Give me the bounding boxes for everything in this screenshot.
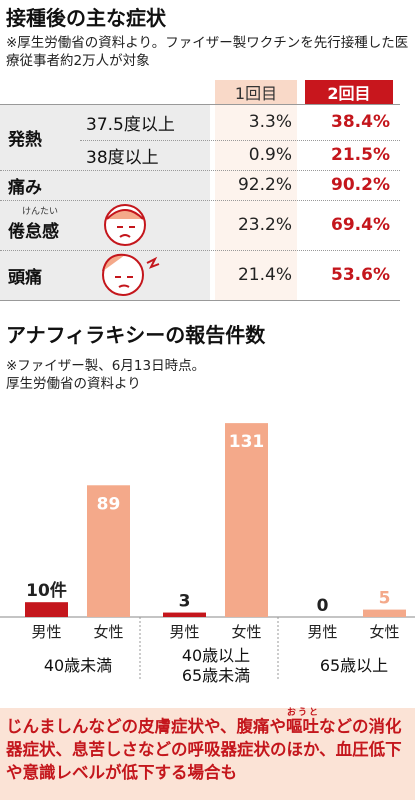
group-label: 65歳未満 [182, 666, 250, 685]
x-tick-label: 男性 [31, 623, 61, 641]
row-sep [80, 140, 400, 141]
ruby-text: おうと [286, 708, 319, 718]
value-label: 131 [229, 432, 265, 452]
footer-ruby: 嘔吐おうと [286, 708, 320, 736]
value: 23.2% [237, 215, 292, 235]
value-label: 89 [97, 494, 121, 514]
bar [163, 612, 206, 617]
chart-subtitle: ※ファイザー製、6月13日時点。 [6, 358, 205, 374]
row-sep [0, 300, 400, 301]
ruby-base: 嘔吐 [286, 717, 320, 736]
footer-text: などの消化器症状、息苦しさなどの呼吸器症状のほか、血圧低下や意識レベルが低下する… [6, 717, 402, 782]
value: 38.4% [331, 112, 390, 132]
col-head: 2回目 [327, 84, 371, 103]
footer: じんましんなどの皮膚症状や、腹痛や嘔吐おうとなどの消化器症状、息苦しさなどの呼吸… [0, 708, 415, 800]
chart-subtitle: 厚生労働省の資料より [6, 376, 141, 392]
chart: アナフィラキシーの報告件数 ※ファイザー製、6月13日時点。厚生労働省の資料より… [0, 323, 415, 685]
footer-text: じんましんなどの皮膚症状や、腹痛や [6, 717, 287, 736]
row-sep [0, 104, 400, 105]
bar [225, 423, 268, 617]
value: 0.9% [248, 145, 292, 165]
value: 21.5% [331, 145, 390, 165]
value-label: 0 [317, 596, 329, 616]
group-label: 65歳以上 [320, 656, 388, 675]
col-head-bg [215, 80, 297, 104]
row-label: 発熱 [8, 129, 42, 150]
value-label: 5 [379, 589, 391, 609]
value: 92.2% [237, 175, 292, 195]
x-tick-label: 女性 [369, 623, 399, 641]
value: 90.2% [331, 175, 390, 195]
row-label: 痛み [8, 177, 42, 198]
bar [25, 602, 68, 617]
col-bg [215, 104, 297, 300]
table-title: 接種後の主な症状 [6, 6, 166, 30]
row-label: 倦怠感 [8, 221, 59, 242]
value-label: 10件 [26, 580, 67, 601]
row-sublabel: 38度以上 [86, 147, 159, 168]
group-label: 40歳未満 [44, 656, 112, 675]
value: 3.3% [248, 112, 292, 132]
value: 69.4% [331, 215, 390, 235]
row-sublabel: 37.5度以上 [86, 114, 175, 135]
tired-icon [104, 204, 146, 246]
value-label: 3 [179, 592, 191, 612]
x-tick-label: 女性 [231, 623, 261, 641]
row-sep [0, 170, 400, 171]
row-sep [0, 200, 400, 201]
value: 21.4% [237, 265, 292, 285]
col-head: 1回目 [234, 84, 278, 103]
ruby: けんたい [22, 207, 59, 217]
value: 53.6% [331, 265, 390, 285]
x-tick-label: 男性 [307, 623, 337, 641]
table-note: ※厚生労働省の資料より。ファイザー製ワクチンを先行接種した医療従事者約2万人が対… [6, 35, 409, 69]
bar [87, 485, 130, 617]
headache-icon [102, 253, 160, 296]
group-label: 40歳以上 [182, 646, 250, 665]
bar [363, 609, 406, 617]
col-head-bg [305, 80, 393, 104]
row-label: 頭痛 [8, 267, 42, 288]
x-tick-label: 男性 [169, 623, 199, 641]
row-sep [0, 250, 400, 251]
x-tick-label: 女性 [93, 623, 123, 641]
icons [102, 204, 160, 296]
chart-title: アナフィラキシーの報告件数 [6, 323, 266, 347]
